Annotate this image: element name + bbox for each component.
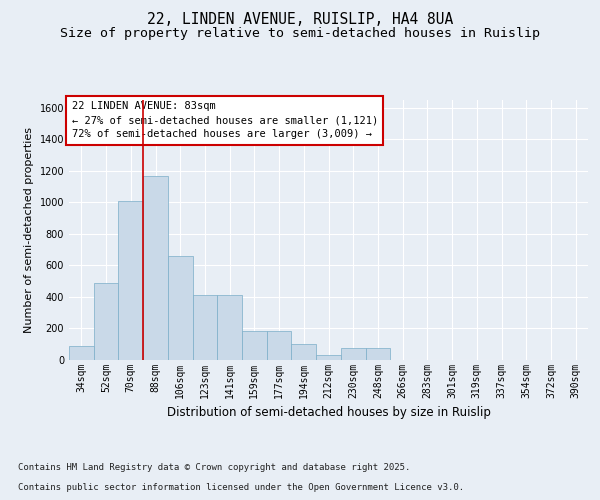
Text: Contains HM Land Registry data © Crown copyright and database right 2025.: Contains HM Land Registry data © Crown c… [18,464,410,472]
X-axis label: Distribution of semi-detached houses by size in Ruislip: Distribution of semi-detached houses by … [167,406,490,420]
Bar [168,256,193,360]
Bar [341,348,365,360]
Bar [69,346,94,360]
Bar [94,283,118,360]
Y-axis label: Number of semi-detached properties: Number of semi-detached properties [24,127,34,333]
Bar [316,356,341,360]
Bar [292,344,316,360]
Text: Size of property relative to semi-detached houses in Ruislip: Size of property relative to semi-detach… [60,28,540,40]
Bar [217,294,242,360]
Bar [267,331,292,360]
Text: 22, LINDEN AVENUE, RUISLIP, HA4 8UA: 22, LINDEN AVENUE, RUISLIP, HA4 8UA [147,12,453,28]
Bar [242,331,267,360]
Text: Contains public sector information licensed under the Open Government Licence v3: Contains public sector information licen… [18,484,464,492]
Text: 22 LINDEN AVENUE: 83sqm
← 27% of semi-detached houses are smaller (1,121)
72% of: 22 LINDEN AVENUE: 83sqm ← 27% of semi-de… [71,102,378,140]
Bar [193,294,217,360]
Bar [143,176,168,360]
Bar [365,348,390,360]
Bar [118,201,143,360]
